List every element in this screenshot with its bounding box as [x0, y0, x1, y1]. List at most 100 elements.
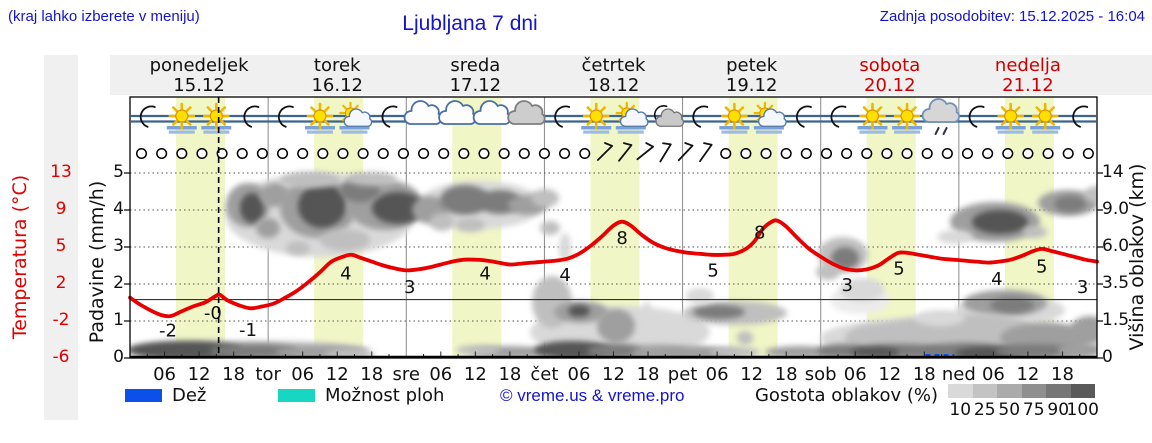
temperature-tick-value: 2	[55, 273, 67, 293]
showers-legend-swatch	[278, 389, 315, 402]
svg-text:4: 4	[479, 263, 490, 284]
calm-wind-circle	[418, 147, 430, 160]
calm-wind-circle	[156, 147, 168, 160]
calm-wind-circle	[1002, 147, 1014, 160]
day-date: 15.12	[173, 75, 225, 96]
calm-wind-circle	[377, 147, 389, 160]
wind-barb	[659, 142, 672, 163]
time-label: 18	[498, 364, 522, 385]
cloud-density-scale-bar	[948, 384, 1095, 398]
calm-wind-circle	[1042, 147, 1054, 160]
calm-wind-circle	[518, 147, 530, 160]
moon-icon	[381, 105, 398, 128]
svg-text:3: 3	[1077, 277, 1088, 298]
density-scale-segment	[948, 384, 973, 398]
moon-icon	[830, 105, 847, 128]
time-label: 12	[463, 364, 487, 385]
calm-wind-circle	[196, 147, 208, 160]
time-label: 18	[1051, 364, 1074, 385]
svg-text:-0: -0	[204, 303, 222, 324]
calm-wind-circle	[820, 147, 833, 160]
calm-wind-circle	[881, 147, 893, 160]
moon-icon	[139, 105, 156, 128]
precip-tick-value: 3	[113, 236, 124, 256]
day-date: 17.12	[449, 75, 502, 96]
cloud-height-tick-value: 3.5	[1102, 273, 1130, 293]
sun-fog-icon	[719, 102, 750, 134]
precip-tick-value: 4	[113, 199, 124, 219]
day-abbrev-label: tor	[255, 364, 281, 385]
wind-barb	[636, 142, 655, 161]
day-abbrev-label: pet	[667, 364, 698, 385]
day-date: 16.12	[311, 75, 363, 96]
temperature-tick-value: 5	[55, 236, 67, 256]
weather-icons-row	[139, 98, 1089, 135]
density-scale-segment	[972, 384, 997, 398]
svg-text:3: 3	[841, 275, 852, 296]
svg-text:-2: -2	[159, 321, 177, 342]
cloud-icon	[403, 100, 442, 125]
sun-fog-icon	[166, 102, 197, 134]
calm-wind-circle	[1022, 147, 1034, 160]
precip-tick-value: 5	[113, 162, 124, 182]
rain-legend-swatch	[125, 389, 162, 402]
svg-text:8: 8	[754, 222, 765, 243]
time-label: 12	[740, 364, 764, 385]
day-abbrev-label: ned	[941, 364, 976, 385]
density-scale-segment	[997, 384, 1022, 398]
calm-wind-circle	[982, 147, 994, 160]
calm-wind-circle	[256, 147, 268, 160]
sun-fog-icon	[1030, 102, 1061, 134]
day-name: petek	[726, 55, 778, 76]
calm-wind-circle	[760, 147, 772, 160]
density-scale-value: 50	[998, 400, 1021, 420]
calm-wind-circle	[297, 147, 309, 160]
day-name: četrtek	[581, 55, 646, 76]
time-label: 18	[636, 364, 660, 385]
calm-wind-circle	[961, 147, 974, 160]
density-scale-value: 10	[949, 400, 972, 420]
day-header: ponedeljek 15.12	[129, 56, 269, 96]
sun-fog-icon	[581, 102, 612, 134]
density-scale-value: 75	[1022, 400, 1045, 420]
calm-wind-circle	[438, 147, 450, 160]
day-date: 18.12	[587, 75, 640, 96]
temperature-tick-value: -2	[52, 310, 70, 330]
calm-wind-circle	[317, 147, 329, 160]
svg-text:5: 5	[1036, 256, 1047, 277]
location-hint: (kraj lahko izberete v meniju)	[8, 8, 200, 25]
svg-text:8: 8	[616, 228, 627, 249]
day-header: sreda 17.12	[405, 56, 545, 96]
credit-link[interactable]: © vreme.us & vreme.pro	[500, 386, 685, 405]
cloud-height-tick-value: 1.5	[1102, 310, 1130, 330]
day-date: 19.12	[725, 75, 778, 96]
day-abbrev-label: sob	[804, 364, 837, 385]
svg-text:5: 5	[707, 260, 718, 281]
density-scale-segment	[1021, 384, 1046, 398]
left-axis-strip	[44, 55, 78, 420]
svg-text:4: 4	[559, 265, 570, 286]
temperature-value-labels: -2 -0 -1 4 3 4 4 8 5 8 3 5 4 5 3	[159, 222, 1088, 341]
day-header: sobota 20.12	[820, 56, 960, 96]
temperature-tick-value: 9	[55, 199, 67, 219]
svg-text:4: 4	[991, 269, 1002, 290]
density-scale-value: 100	[1066, 400, 1099, 420]
sun-fog-icon	[892, 102, 923, 134]
calm-wind-circle	[1082, 147, 1094, 160]
precip-tick-value: 1	[113, 310, 124, 330]
cloud-density-shading	[130, 172, 1097, 358]
day-header-band	[110, 55, 1152, 95]
calm-wind-circle	[337, 147, 349, 160]
temperature-curve	[128, 218, 1099, 319]
moon-icon	[692, 105, 709, 128]
time-label: 18	[360, 364, 384, 385]
svg-text:3: 3	[404, 277, 415, 298]
time-label: 18	[912, 364, 936, 385]
cloud-height-tick-value: 0	[1102, 347, 1113, 367]
time-label: 06	[981, 364, 1005, 385]
temperature-tick-value: -6	[52, 347, 70, 367]
day-date: 21.12	[1002, 75, 1054, 96]
time-label: 12	[187, 364, 211, 385]
